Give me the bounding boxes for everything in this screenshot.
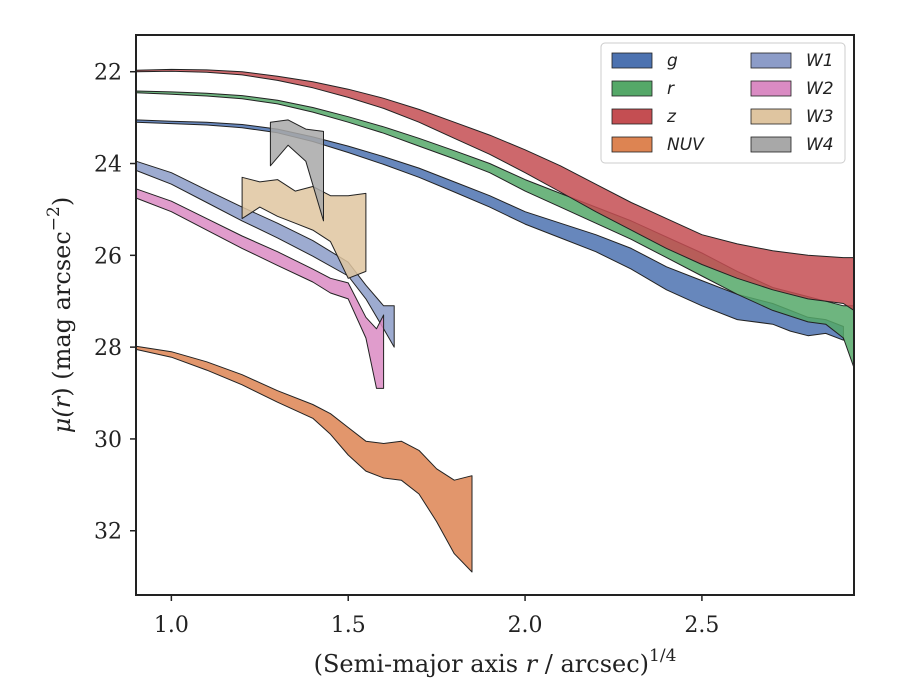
- legend-label-g: g: [667, 51, 678, 71]
- legend-label-z: z: [666, 107, 677, 127]
- legend-swatch-r: [611, 80, 653, 97]
- legend-swatch-w3: [750, 108, 792, 125]
- legend-swatch-w2: [750, 80, 792, 97]
- legend-label-w2: W2: [806, 79, 834, 99]
- x-axis-ticks: 1.0 1.5 2.0 2.5: [154, 595, 719, 638]
- x-tick-label: 1.0: [154, 613, 189, 638]
- plot-frame: [135, 34, 855, 596]
- y-tick-label: 30: [94, 428, 122, 453]
- legend-label-r: r: [667, 79, 675, 99]
- legend-swatch-w4: [750, 136, 792, 153]
- legend-label-nuv: NUV: [667, 135, 705, 155]
- legend-swatch-z: [611, 108, 653, 125]
- x-tick-label: 2.5: [684, 613, 719, 638]
- band-w4: [269, 119, 324, 222]
- y-tick-label: 24: [94, 153, 122, 178]
- band-nuv: [135, 345, 473, 573]
- x-tick-label: 1.5: [331, 613, 366, 638]
- legend-swatch-g: [611, 52, 653, 69]
- y-axis-label: μ(r) (mag arcsec−2): [44, 197, 76, 434]
- series-bands: [135, 68, 855, 573]
- legend-box: [600, 42, 846, 164]
- band-w1: [135, 160, 395, 348]
- legend-label-w4: W4: [806, 135, 834, 155]
- band-w2: [135, 188, 385, 389]
- legend-swatch-w1: [750, 52, 792, 69]
- band-w3: [241, 176, 367, 279]
- y-axis-ticks: 22 24 26 28 30 32: [94, 61, 136, 545]
- y-tick-label: 22: [94, 61, 122, 86]
- x-axis-label: (Semi-major axis r / arcsec)1/4: [314, 646, 677, 678]
- legend-label-w3: W3: [806, 107, 834, 127]
- band-g: [135, 119, 844, 341]
- y-tick-label: 26: [94, 244, 122, 269]
- y-tick-label: 32: [94, 520, 122, 545]
- x-tick-label: 2.0: [508, 613, 543, 638]
- legend: grz NUV W1 W2 W3 W4: [600, 42, 846, 164]
- y-tick-label: 28: [94, 336, 122, 361]
- legend-swatch-nuv: [611, 136, 653, 153]
- legend-label-w1: W1: [806, 51, 834, 71]
